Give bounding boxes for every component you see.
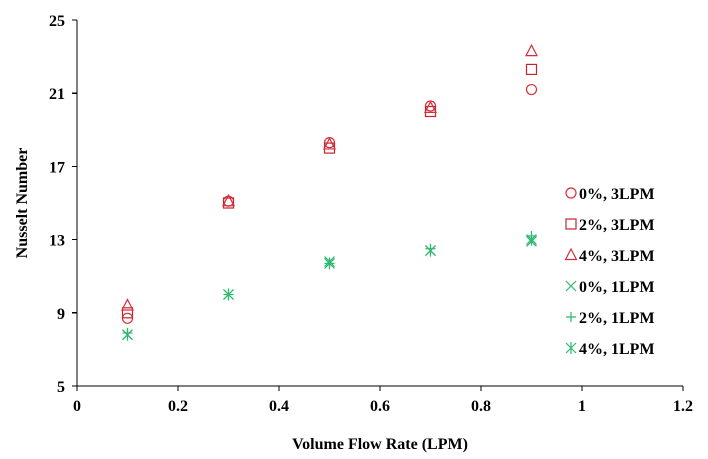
legend-label: 2%, 1LPM — [579, 310, 655, 327]
series-6 — [122, 233, 537, 341]
x-tick-label: 0.8 — [471, 398, 491, 415]
y-tick-label: 17 — [49, 159, 65, 176]
data-point — [525, 43, 538, 57]
y-tick-label: 21 — [49, 86, 65, 103]
legend-label: 4%, 3LPM — [579, 248, 655, 265]
y-tick-label: 13 — [49, 233, 65, 250]
legend-marker — [565, 342, 577, 354]
legend-marker — [564, 247, 578, 261]
data-point — [121, 307, 134, 319]
data-point — [525, 83, 538, 96]
data-point — [222, 193, 235, 207]
x-tick-label: 0.2 — [168, 398, 188, 415]
series-4 — [122, 236, 537, 341]
legend-item: 2%, 1LPM — [566, 310, 655, 327]
series-1 — [121, 83, 538, 324]
data-points — [121, 43, 538, 341]
x-tick-label: 0.4 — [269, 398, 289, 415]
y-tick-label: 5 — [57, 379, 65, 396]
x-tick-label: 0.6 — [370, 398, 390, 415]
data-point — [222, 197, 235, 209]
data-point — [525, 63, 538, 76]
tick-labels: 0 0.2 0.4 0.6 0.8 1 1.2 5 9 13 17 21 25 — [49, 13, 693, 415]
y-tick-label: 25 — [49, 13, 65, 30]
legend-marker — [565, 280, 577, 292]
legend-item: 4%, 3LPM — [564, 247, 655, 265]
x-axis-title: Volume Flow Rate (LPM) — [292, 436, 468, 453]
legend-item: 0%, 3LPM — [565, 186, 655, 203]
data-point — [424, 100, 437, 113]
x-tick-label: 0 — [73, 398, 81, 415]
series-5 — [122, 230, 537, 338]
legend-label: 0%, 1LPM — [579, 279, 655, 296]
data-point — [121, 298, 134, 311]
data-point — [526, 233, 537, 246]
legend-item: 0%, 1LPM — [565, 279, 655, 296]
series-3 — [121, 43, 538, 311]
y-axis-title: Nusselt Number — [14, 148, 31, 259]
x-tick-label: 1.2 — [673, 398, 693, 415]
series-2 — [121, 63, 538, 319]
legend-label: 2%, 3LPM — [579, 217, 655, 234]
legend-label: 0%, 3LPM — [579, 186, 655, 203]
x-tick-label: 1 — [578, 398, 586, 415]
legend-marker — [565, 218, 577, 230]
legend-label: 4%, 1LPM — [579, 341, 655, 358]
data-point — [122, 328, 133, 341]
data-point — [223, 288, 234, 301]
legend-item: 2%, 3LPM — [565, 217, 655, 234]
y-tick-label: 9 — [57, 306, 65, 323]
legend-marker — [566, 312, 576, 322]
legend-item: 4%, 1LPM — [565, 341, 655, 358]
data-point — [323, 137, 336, 150]
legend-marker — [565, 187, 577, 199]
legend: 0%, 3LPM 2%, 3LPM 4%, 3LPM 0%, 1LPM 2%, 1LPM… — [564, 186, 655, 358]
data-point — [425, 244, 436, 257]
data-point — [324, 257, 335, 270]
axes — [72, 19, 684, 391]
